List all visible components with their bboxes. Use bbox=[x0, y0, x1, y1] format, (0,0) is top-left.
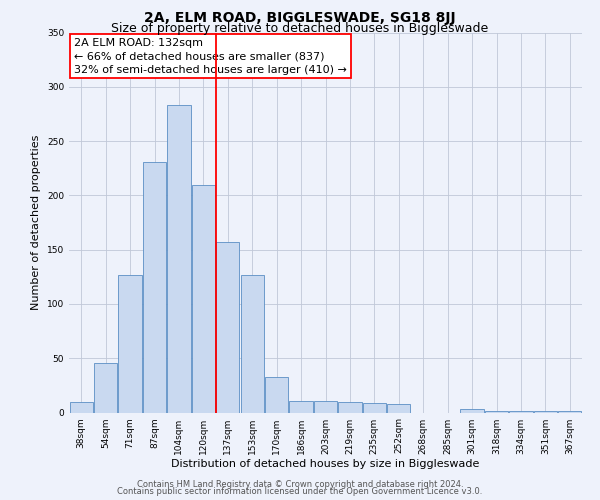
Bar bbox=[192, 184, 215, 412]
Bar bbox=[216, 242, 239, 412]
Bar bbox=[387, 404, 410, 412]
Bar bbox=[143, 162, 166, 412]
X-axis label: Distribution of detached houses by size in Biggleswade: Distribution of detached houses by size … bbox=[172, 460, 479, 469]
Bar bbox=[265, 376, 288, 412]
Text: Size of property relative to detached houses in Biggleswade: Size of property relative to detached ho… bbox=[112, 22, 488, 35]
Bar bbox=[289, 400, 313, 412]
Bar bbox=[460, 409, 484, 412]
Bar bbox=[241, 274, 264, 412]
Bar bbox=[363, 402, 386, 412]
Bar bbox=[94, 362, 117, 412]
Text: 2A, ELM ROAD, BIGGLESWADE, SG18 8JJ: 2A, ELM ROAD, BIGGLESWADE, SG18 8JJ bbox=[144, 11, 456, 25]
Bar bbox=[338, 402, 362, 412]
Bar bbox=[314, 400, 337, 412]
Text: Contains public sector information licensed under the Open Government Licence v3: Contains public sector information licen… bbox=[118, 487, 482, 496]
Bar bbox=[118, 274, 142, 412]
Bar bbox=[70, 402, 93, 412]
Text: 2A ELM ROAD: 132sqm
← 66% of detached houses are smaller (837)
32% of semi-detac: 2A ELM ROAD: 132sqm ← 66% of detached ho… bbox=[74, 38, 347, 74]
Text: Contains HM Land Registry data © Crown copyright and database right 2024.: Contains HM Land Registry data © Crown c… bbox=[137, 480, 463, 489]
Bar bbox=[167, 105, 191, 412]
Y-axis label: Number of detached properties: Number of detached properties bbox=[31, 135, 41, 310]
